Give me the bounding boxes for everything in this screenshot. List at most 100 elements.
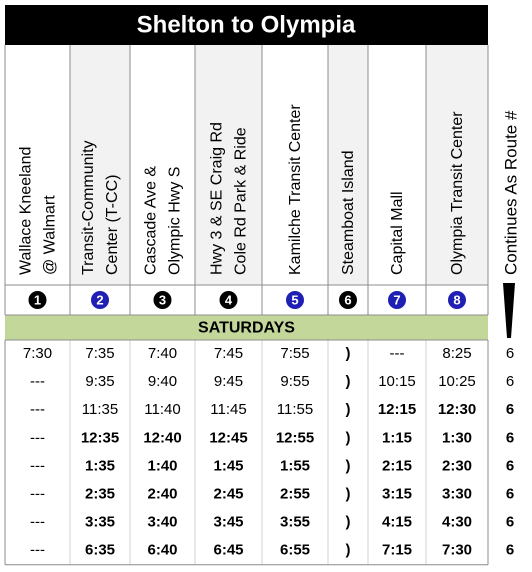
column-shade — [426, 45, 488, 285]
time-cell: 4:30 — [442, 514, 472, 531]
stop-number-circle — [448, 291, 466, 309]
time-cell: 3:40 — [147, 514, 177, 531]
time-cell: ) — [346, 514, 351, 531]
time-cell: ) — [346, 345, 351, 362]
time-cell: 3:15 — [382, 486, 412, 503]
time-cell: ) — [346, 401, 351, 418]
time-cell: 10:15 — [378, 373, 416, 390]
column-shade — [70, 45, 130, 285]
time-cell: 1:30 — [442, 429, 472, 446]
time-cell: 6:45 — [213, 542, 243, 559]
time-cell: 8:25 — [442, 345, 471, 362]
time-cell: 7:30 — [442, 542, 472, 559]
stop-number: 5 — [291, 292, 298, 307]
stop-number-circle — [339, 291, 357, 309]
time-cell: 2:45 — [213, 486, 243, 503]
time-cell: --- — [30, 401, 45, 418]
time-cell: 4:15 — [382, 514, 412, 531]
time-cell: 12:35 — [81, 429, 119, 446]
time-cell: 12:45 — [209, 429, 247, 446]
column-shade — [328, 45, 368, 285]
time-cell: 12:15 — [378, 401, 416, 418]
time-cell: 3:30 — [442, 486, 472, 503]
time-cell: 6:55 — [280, 542, 310, 559]
stop-name: Olympia Transit Center — [449, 111, 466, 275]
time-cell: 2:40 — [147, 486, 177, 503]
time-cell: 1:45 — [213, 457, 243, 474]
stop-number: 6 — [344, 292, 351, 307]
time-cell: 6 — [506, 401, 514, 418]
time-cell: --- — [30, 429, 45, 446]
stop-number: 2 — [96, 292, 103, 307]
time-cell: 7:35 — [85, 345, 114, 362]
stop-number: 4 — [225, 292, 233, 307]
stop-name: Center (T-CC) — [104, 175, 121, 275]
time-cell: 6 — [506, 542, 514, 559]
time-cell: 9:35 — [85, 373, 114, 390]
time-cell: 2:30 — [442, 457, 472, 474]
time-cell: --- — [30, 514, 45, 531]
time-cell: 6:35 — [85, 542, 115, 559]
section-bar — [5, 315, 488, 340]
time-cell: 6 — [506, 486, 514, 503]
time-cell: ) — [346, 373, 351, 390]
time-cell: ) — [346, 486, 351, 503]
time-cell: 1:15 — [382, 429, 412, 446]
time-cell: 6 — [506, 457, 514, 474]
time-cell: 9:40 — [148, 373, 177, 390]
time-cell: 2:55 — [280, 486, 310, 503]
time-cell: 12:30 — [438, 401, 476, 418]
stop-number-circle — [153, 291, 172, 309]
arrow — [503, 283, 515, 338]
stop-name: Wallace Kneeland — [18, 147, 35, 275]
time-cell: 11:35 — [82, 401, 118, 418]
stop-name: Kamilche Transit Center — [287, 104, 304, 275]
stop-number-circle — [28, 291, 47, 309]
time-cell: 11:45 — [210, 401, 246, 418]
time-cell: 9:55 — [280, 373, 309, 390]
time-cell: 6 — [506, 429, 514, 446]
stop-name: Cole Rd Park & Ride — [233, 127, 250, 275]
time-cell: 12:55 — [276, 429, 314, 446]
section-label: SATURDAYS — [198, 320, 295, 337]
time-cell: ) — [346, 457, 351, 474]
stop-name: Olympic Hwy S — [167, 167, 184, 275]
time-cell: --- — [30, 486, 45, 503]
time-cell: 3:55 — [280, 514, 310, 531]
title: Shelton to Olympia — [137, 11, 356, 38]
stop-number-circle — [91, 291, 109, 309]
time-cell: 7:55 — [280, 345, 309, 362]
time-cell: --- — [30, 542, 45, 559]
time-cell: 6:40 — [147, 542, 177, 559]
stop-number-circle — [286, 291, 304, 309]
time-cell: 1:40 — [147, 457, 177, 474]
time-cell: 10:25 — [438, 373, 476, 390]
time-cell: 1:35 — [85, 457, 115, 474]
time-cell: 7:40 — [148, 345, 177, 362]
time-cell: 11:40 — [144, 401, 180, 418]
stop-name: Transit-Community — [80, 140, 97, 275]
time-cell: 3:45 — [213, 514, 243, 531]
time-cell: 6 — [506, 373, 514, 390]
time-cell: 12:40 — [143, 429, 181, 446]
stop-number-circle — [219, 291, 238, 309]
stop-number: 8 — [453, 292, 460, 307]
stop-name: Hwy 3 & SE Craig Rd — [209, 122, 226, 275]
time-cell: 7:30 — [23, 345, 52, 362]
time-cell: 2:15 — [382, 457, 412, 474]
time-cell: 6 — [506, 345, 514, 362]
column-shade — [195, 45, 262, 285]
time-cell: 6 — [506, 514, 514, 531]
time-cell: 3:35 — [85, 514, 115, 531]
time-cell: --- — [30, 373, 45, 390]
time-cell: ) — [346, 429, 351, 446]
continues-label: Continues As Route # — [501, 110, 520, 275]
stop-number-circle — [388, 291, 406, 309]
stop-number: 3 — [159, 292, 166, 307]
time-cell: 9:45 — [214, 373, 243, 390]
time-cell: 11:55 — [277, 401, 313, 418]
time-cell: --- — [390, 345, 405, 362]
stop-name: Steamboat Island — [340, 150, 357, 275]
time-cell: ) — [346, 542, 351, 559]
